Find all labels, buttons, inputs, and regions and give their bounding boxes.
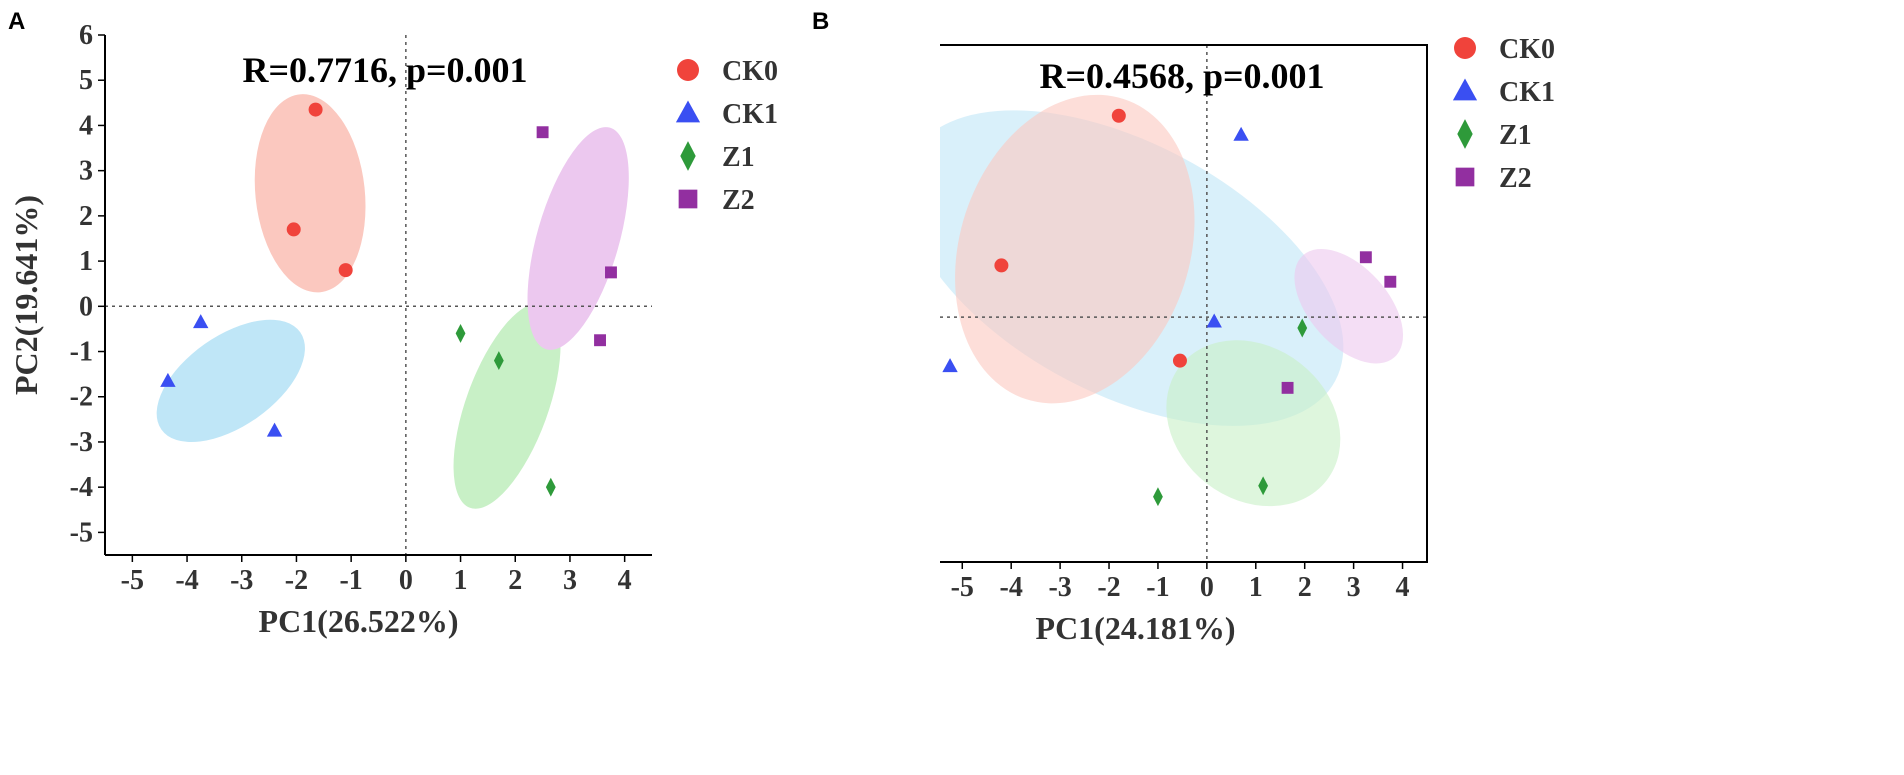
point-z2 (1359, 251, 1372, 264)
y-tick-label: 5 (79, 65, 93, 96)
point-ck0 (286, 222, 301, 237)
x-tick-label: 0 (1200, 572, 1214, 603)
y-tick-label: 4 (79, 110, 93, 141)
stats-annotation-b: R=0.4568, p=0.001 (1039, 56, 1324, 96)
y-tick-label: -1 (70, 337, 93, 368)
confidence-ellipse-ck0 (254, 94, 366, 293)
y-tick-label: -5 (70, 517, 93, 548)
legend-marker-ck0 (1454, 37, 1476, 59)
x-tick-label: 1 (454, 565, 468, 596)
legend-marker-z2 (678, 189, 698, 209)
data-points-a (160, 102, 617, 497)
x-axis-label-b: PC1(24.181%) (1036, 610, 1236, 646)
y-tick-label: -3 (70, 427, 93, 458)
point-z1 (1258, 476, 1269, 496)
y-axis-label-a: PC2(19.641%) (8, 195, 44, 395)
confidence-ellipse-z1 (1166, 340, 1341, 507)
legend-label-ck0: CK0 (1499, 34, 1555, 65)
legend-marker-z1 (680, 141, 696, 171)
stats-annotation-a: R=0.7716, p=0.001 (242, 50, 527, 90)
y-tick-label: 3 (79, 156, 93, 187)
point-ck0 (994, 258, 1009, 273)
x-tick-label: -3 (230, 565, 253, 596)
legend-label-z2: Z2 (1499, 163, 1532, 194)
point-ck0 (308, 102, 323, 117)
point-ck1 (193, 314, 209, 329)
x-ticks-a: -5 -4 -3 -2 -1 0 1 2 3 4 (121, 555, 632, 596)
point-z1 (455, 323, 466, 343)
y-tick-label: 1 (79, 246, 93, 277)
pca-plot-a: -5 -4 -3 -2 -1 0 1 2 3 4 -5 -4 -3 -2 -1 0 1 2 3 4 5 6 PC1(26.5… (8, 20, 778, 639)
x-tick-label: 1 (1249, 572, 1263, 603)
point-ck0 (338, 263, 353, 278)
legend-label-ck1: CK1 (722, 99, 778, 130)
legend-a: CK0 CK1 Z1 Z2 (675, 56, 778, 216)
point-ck1 (266, 422, 283, 437)
x-tick-label: 2 (508, 565, 522, 596)
plot-frame-b (940, 44, 1428, 563)
x-tick-label: -5 (951, 572, 974, 603)
y-tick-label: -4 (70, 472, 93, 503)
point-z2 (1384, 275, 1397, 288)
point-ck1 (1233, 126, 1249, 141)
confidence-ellipse-ck0 (955, 94, 1195, 404)
pca-plot-b: -6-5-4-3-2-101234-4-3-2-1012345PC1(24.18… (940, 34, 1555, 646)
ellipses-a (156, 94, 629, 509)
point-z2 (594, 334, 606, 347)
x-axis-label-a: PC1(26.522%) (259, 603, 459, 639)
x-tick-label: 4 (1396, 572, 1410, 603)
legend-label-z1: Z1 (1499, 120, 1532, 151)
confidence-ellipse-z1 (453, 302, 561, 509)
point-z1 (1153, 487, 1163, 507)
confidence-ellipse-z2 (1294, 248, 1404, 364)
x-tick-label: -3 (1048, 572, 1071, 603)
y-tick-label: 2 (79, 201, 93, 232)
x-tick-label: -1 (339, 565, 362, 596)
panel-b-letter: B (812, 8, 830, 35)
x-tick-label: -2 (285, 565, 308, 596)
legend-marker-z2 (1455, 167, 1475, 187)
x-tick-label: -2 (1097, 572, 1120, 603)
y-tick-label: -2 (70, 382, 93, 413)
y-ticks-a: -5 -4 -3 -2 -1 0 1 2 3 4 5 6 (70, 20, 105, 548)
confidence-ellipse-z2 (527, 127, 629, 350)
point-ck1 (942, 358, 958, 373)
point-z1 (493, 351, 504, 371)
x-tick-label: 4 (618, 565, 632, 596)
x-tick-label: -5 (121, 565, 144, 596)
x-tick-label: 3 (1347, 572, 1361, 603)
legend-marker-ck1 (1452, 78, 1478, 101)
legend-marker-z1 (1457, 119, 1473, 149)
point-z1 (545, 477, 556, 497)
x-tick-label: -4 (1000, 572, 1023, 603)
point-ck1 (1206, 313, 1222, 328)
legend-marker-ck1 (675, 100, 701, 123)
point-z2 (1281, 381, 1294, 394)
y-tick-label: 0 (79, 291, 93, 322)
legend-b: CK0 CK1 Z1 Z2 (1452, 34, 1555, 194)
point-z2 (605, 266, 617, 279)
point-z2 (536, 126, 549, 139)
legend-label-ck0: CK0 (722, 56, 778, 87)
legend-label-z1: Z1 (722, 142, 755, 173)
y-tick-label: 6 (79, 20, 93, 51)
x-tick-label: -4 (175, 565, 198, 596)
x-tick-label: 0 (399, 565, 413, 596)
legend-marker-ck0 (677, 59, 699, 81)
x-tick-label: -1 (1146, 572, 1169, 603)
point-ck0 (1172, 353, 1187, 368)
point-ck0 (1111, 108, 1126, 123)
x-tick-label: 3 (563, 565, 577, 596)
legend-label-z2: Z2 (722, 185, 755, 216)
legend-label-ck1: CK1 (1499, 77, 1555, 108)
x-tick-label: 2 (1298, 572, 1312, 603)
point-ck1 (160, 372, 176, 387)
ellipses-b (940, 94, 1404, 507)
panel-a-letter: A (8, 8, 26, 35)
confidence-ellipse-ck1 (156, 319, 305, 443)
